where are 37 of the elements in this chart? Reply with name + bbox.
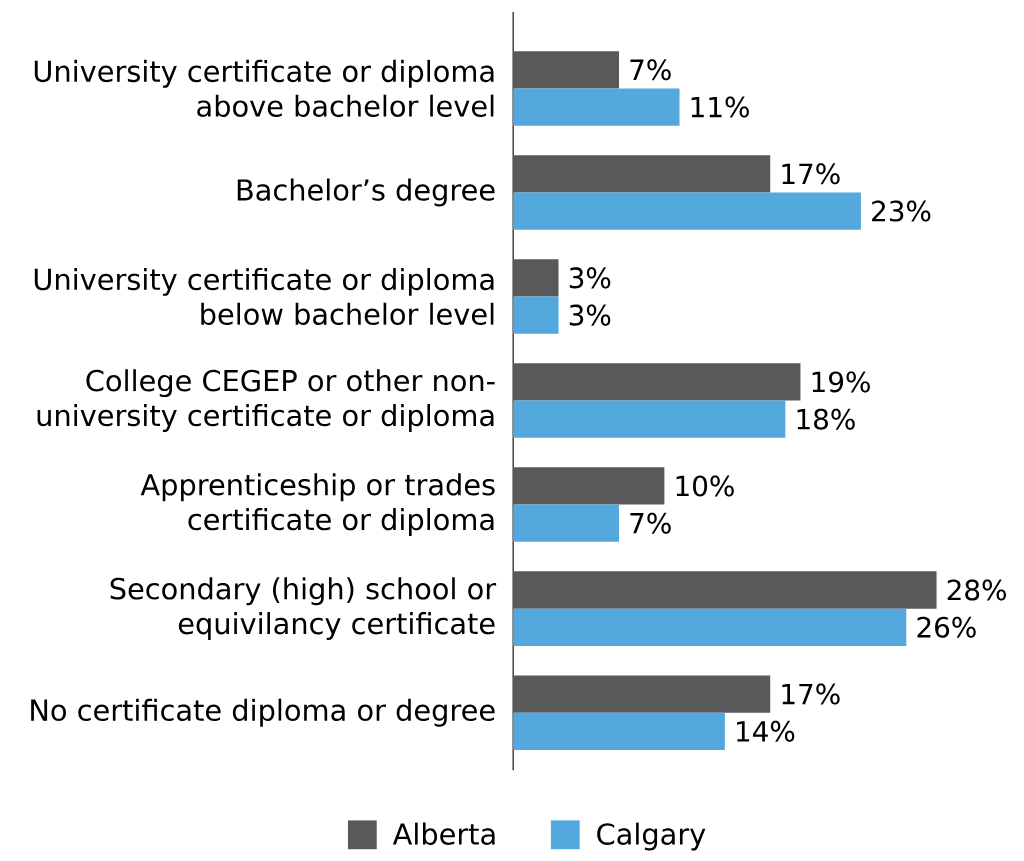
y-tick-label: Bachelor’s degree: [237, 178, 495, 207]
data-label: 18%: [797, 408, 855, 430]
bar: [513, 155, 771, 193]
y-tick-label: Apprenticeship or trades certificate or diploma: [140, 473, 495, 537]
y-tick-label: University certificate or diploma above bachelor level: [34, 60, 494, 118]
bar: [513, 296, 559, 334]
bar: [513, 88, 680, 126]
bar: [513, 504, 620, 543]
data-label: 28%: [947, 579, 1006, 601]
data-label: 19%: [812, 371, 870, 393]
bar: [513, 608, 907, 647]
bar: [513, 363, 801, 401]
data-label: 23%: [872, 200, 931, 222]
legend-label: Alberta: [392, 822, 495, 846]
data-label: 10%: [676, 475, 734, 497]
data-label: 14%: [737, 720, 795, 742]
data-label: 3%: [569, 267, 611, 289]
y-tick-label: No certificate diploma or degree: [31, 698, 495, 727]
y-tick-label: College CEGEP or other non-university certificate or diploma: [37, 369, 495, 433]
data-label: 17%: [782, 683, 840, 705]
bar: [513, 675, 771, 713]
legend-label: Calgary: [597, 822, 706, 851]
y-tick-label: University certificate or diploma below bachelor level: [34, 268, 494, 326]
data-label: 7%: [630, 512, 671, 534]
data-label: 3%: [569, 304, 611, 326]
bar: [513, 400, 786, 438]
y-tick-label: Secondary (high) school or equivilancy certificate: [110, 577, 497, 641]
data-label: 26%: [917, 616, 976, 638]
bar: [513, 259, 559, 297]
bar: [513, 51, 620, 89]
bar: [513, 467, 665, 505]
data-label: 17%: [782, 163, 840, 185]
bar: [513, 192, 861, 230]
data-label: 11%: [691, 96, 749, 118]
bar: [513, 571, 937, 609]
data-label: 7%: [630, 59, 671, 81]
bar: [513, 712, 725, 751]
